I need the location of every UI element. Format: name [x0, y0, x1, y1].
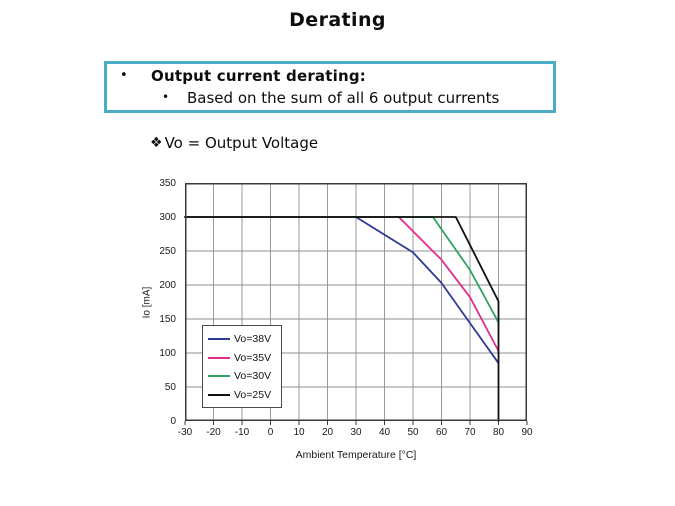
y-tick-labels: 0 50 100 150 200 250 300 350 — [150, 178, 180, 427]
legend-label: Vo=30V — [234, 370, 272, 383]
y-tick-label: 50 — [164, 381, 176, 393]
x-tick-label: 70 — [464, 427, 476, 438]
x-tick-label: 10 — [293, 427, 305, 438]
x-tick-label: -10 — [234, 427, 250, 438]
x-tick-labels: -30 -20 -10 0 10 20 30 40 50 60 70 80 90 — [178, 427, 533, 439]
y-tick-label: 200 — [159, 279, 176, 291]
y-tick-label: 150 — [159, 313, 176, 325]
x-tick-label: 40 — [378, 427, 391, 438]
legend-label: Vo=25V — [234, 388, 272, 401]
legend-label: Vo=35V — [234, 351, 272, 364]
diamond-marker-icon: ❖ — [150, 135, 163, 151]
legend-line-swatch-icon — [208, 375, 230, 378]
y-tick-label: 350 — [159, 177, 176, 189]
callout-box: • Output current derating: • Based on th… — [104, 61, 556, 113]
legend-line-swatch-icon — [208, 338, 230, 341]
x-tick-label: 60 — [435, 427, 448, 438]
legend-label: Vo=38V — [234, 333, 272, 346]
callout-heading: Output current derating: — [151, 67, 366, 85]
x-tick-label: 0 — [267, 427, 274, 438]
x-tick-label: -20 — [206, 427, 221, 438]
legend-item: Vo=35V — [208, 349, 281, 368]
legend-item: Vo=25V — [208, 386, 281, 405]
x-axis-title: Ambient Temperature [°C] — [295, 449, 417, 461]
callout-subtext: Based on the sum of all 6 output current… — [187, 89, 500, 107]
y-tick-label: 300 — [159, 211, 176, 223]
legend-item: Vo=38V — [208, 330, 281, 349]
x-tick-label: 50 — [407, 427, 419, 438]
x-tick-label: 30 — [350, 427, 362, 438]
vo-note: ❖ Vo = Output Voltage — [150, 134, 318, 152]
x-tick-label: 20 — [321, 427, 334, 438]
sub-bullet-icon: • — [162, 90, 170, 104]
y-tick-label: 100 — [159, 347, 176, 359]
plot-svg — [184, 183, 528, 425]
y-tick-label: 250 — [159, 245, 176, 257]
y-tick-label: 0 — [170, 415, 176, 427]
legend-line-swatch-icon — [208, 393, 230, 396]
legend-line-swatch-icon — [208, 356, 230, 359]
bullet-icon: • — [120, 68, 128, 83]
legend-item: Vo=30V — [208, 367, 281, 386]
vo-note-text: Vo = Output Voltage — [164, 134, 319, 152]
x-tick-label: 80 — [492, 427, 505, 438]
x-tick-label: -30 — [177, 427, 193, 438]
x-tick-label: 90 — [521, 427, 533, 438]
chart-legend: Vo=38V Vo=35V Vo=30V Vo=25V — [202, 325, 282, 408]
page-title: Derating — [289, 9, 386, 31]
